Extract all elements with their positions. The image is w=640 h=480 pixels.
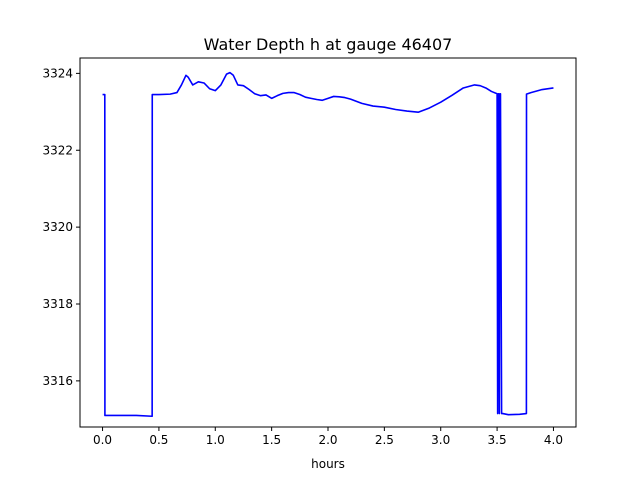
x-axis-label: hours	[311, 457, 345, 471]
x-tick-label: 2.5	[375, 433, 394, 447]
y-tick-label: 3316	[42, 374, 73, 388]
y-tick-label: 3318	[42, 297, 73, 311]
x-tick-label: 0.0	[93, 433, 112, 447]
y-tick-label: 3324	[42, 66, 73, 80]
x-tick-label: 2.0	[318, 433, 337, 447]
series-line-0	[102, 71, 554, 418]
y-tick-label: 3320	[42, 220, 73, 234]
x-tick-label: 1.0	[206, 433, 225, 447]
x-tick-label: 0.5	[149, 433, 168, 447]
y-axis: 3316 3318 3320 3322 3324	[42, 66, 80, 388]
x-axis: 0.0 0.5 1.0 1.5 2.0 2.5 3.0 3.5 4.0	[93, 427, 563, 447]
x-tick-label: 4.0	[544, 433, 563, 447]
x-tick-label: 1.5	[262, 433, 281, 447]
plot-area	[102, 71, 554, 418]
y-tick-label: 3322	[42, 143, 73, 157]
chart-title: Water Depth h at gauge 46407	[204, 35, 453, 54]
x-tick-label: 3.5	[488, 433, 507, 447]
x-tick-label: 3.0	[431, 433, 450, 447]
